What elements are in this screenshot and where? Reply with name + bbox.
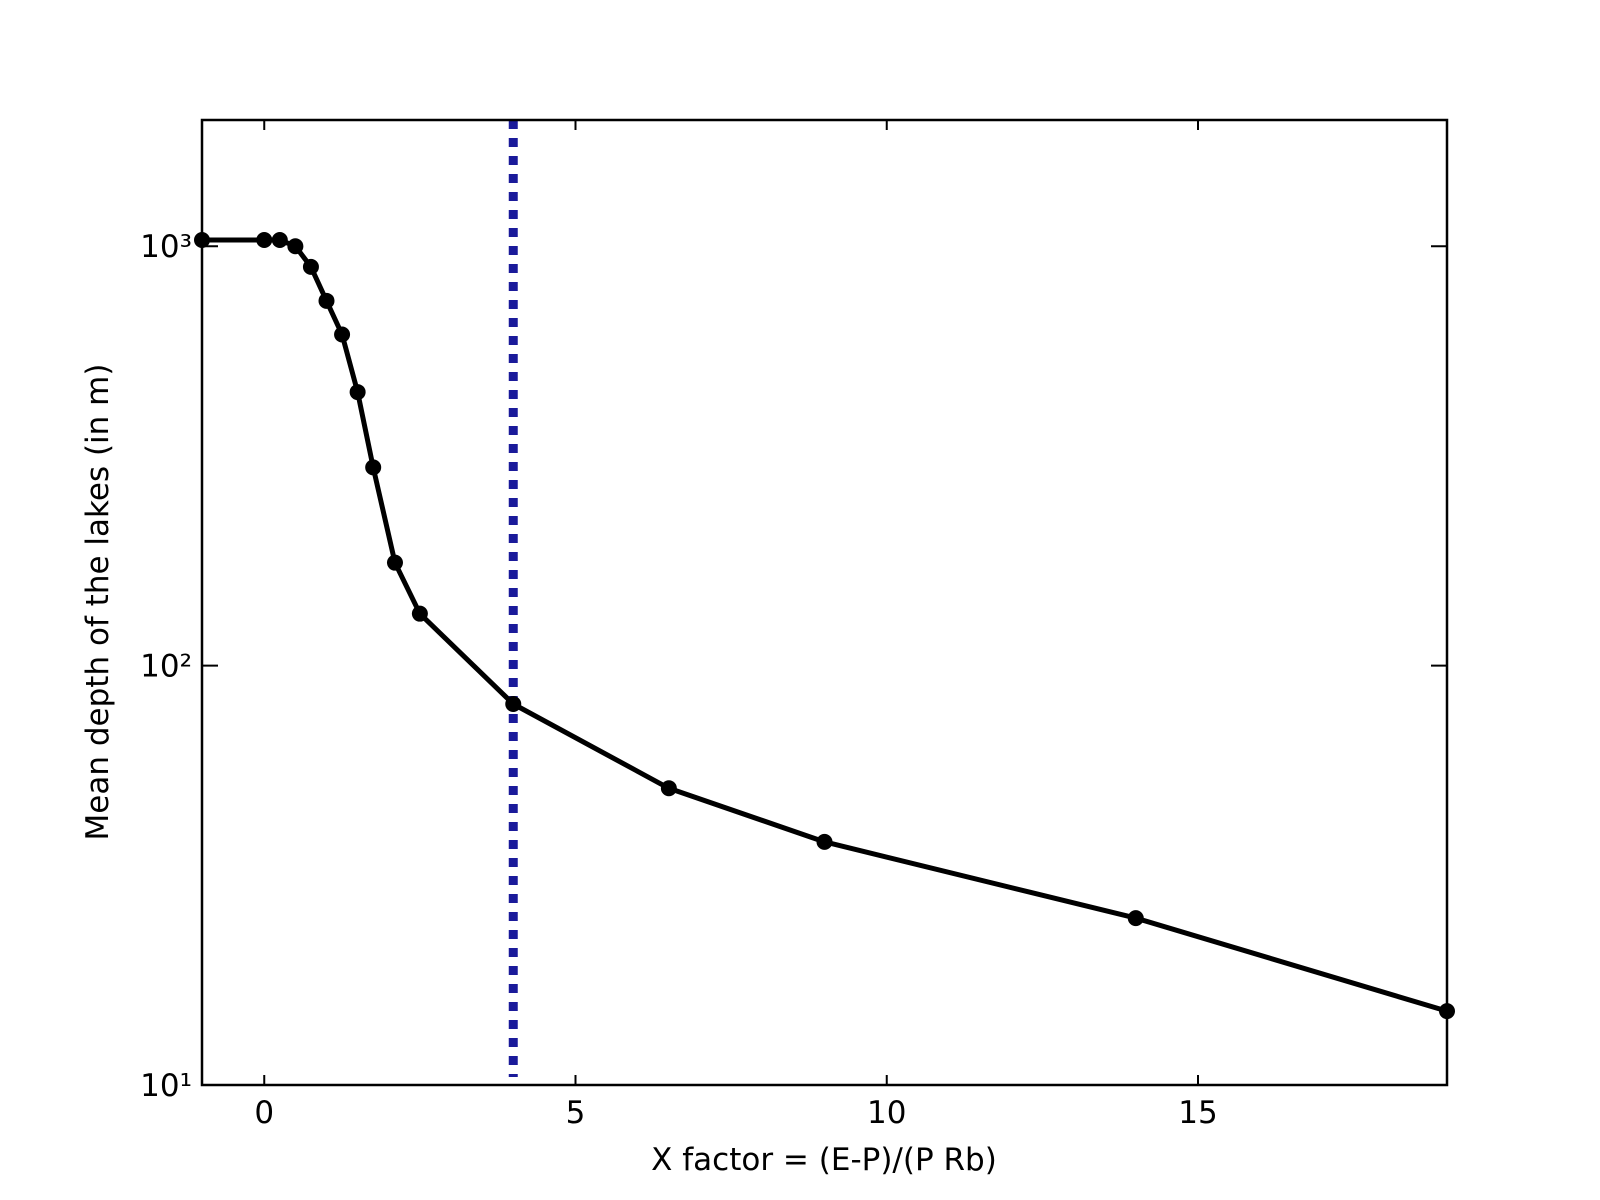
x-axis-label: X factor = (E-P)/(P Rb) — [651, 1142, 997, 1178]
y-tick-label: 10³ — [140, 229, 192, 265]
data-point — [256, 231, 273, 248]
data-point — [349, 384, 366, 401]
data-point — [411, 605, 428, 622]
y-axis-label: Mean depth of the lakes (in m) — [80, 364, 116, 841]
x-tick-label: 10 — [867, 1095, 906, 1131]
data-point — [1127, 910, 1144, 927]
data-line — [202, 237, 1448, 1014]
data-point — [302, 258, 319, 275]
data-point — [271, 231, 288, 248]
data-point — [334, 326, 351, 343]
x-tick-label: 15 — [1178, 1095, 1217, 1131]
y-tick-label: 10¹ — [140, 1068, 192, 1104]
plot-frame — [200, 118, 1449, 1087]
data-point — [505, 696, 522, 713]
x-tick-label: 5 — [566, 1095, 586, 1131]
data-point — [318, 292, 335, 309]
data-point — [365, 459, 382, 476]
y-tick-label: 10² — [140, 649, 192, 685]
data-point — [287, 238, 304, 255]
data-point — [386, 554, 403, 571]
data-point — [660, 780, 677, 797]
data-point — [816, 833, 833, 850]
x-tick-label: 0 — [254, 1095, 274, 1131]
